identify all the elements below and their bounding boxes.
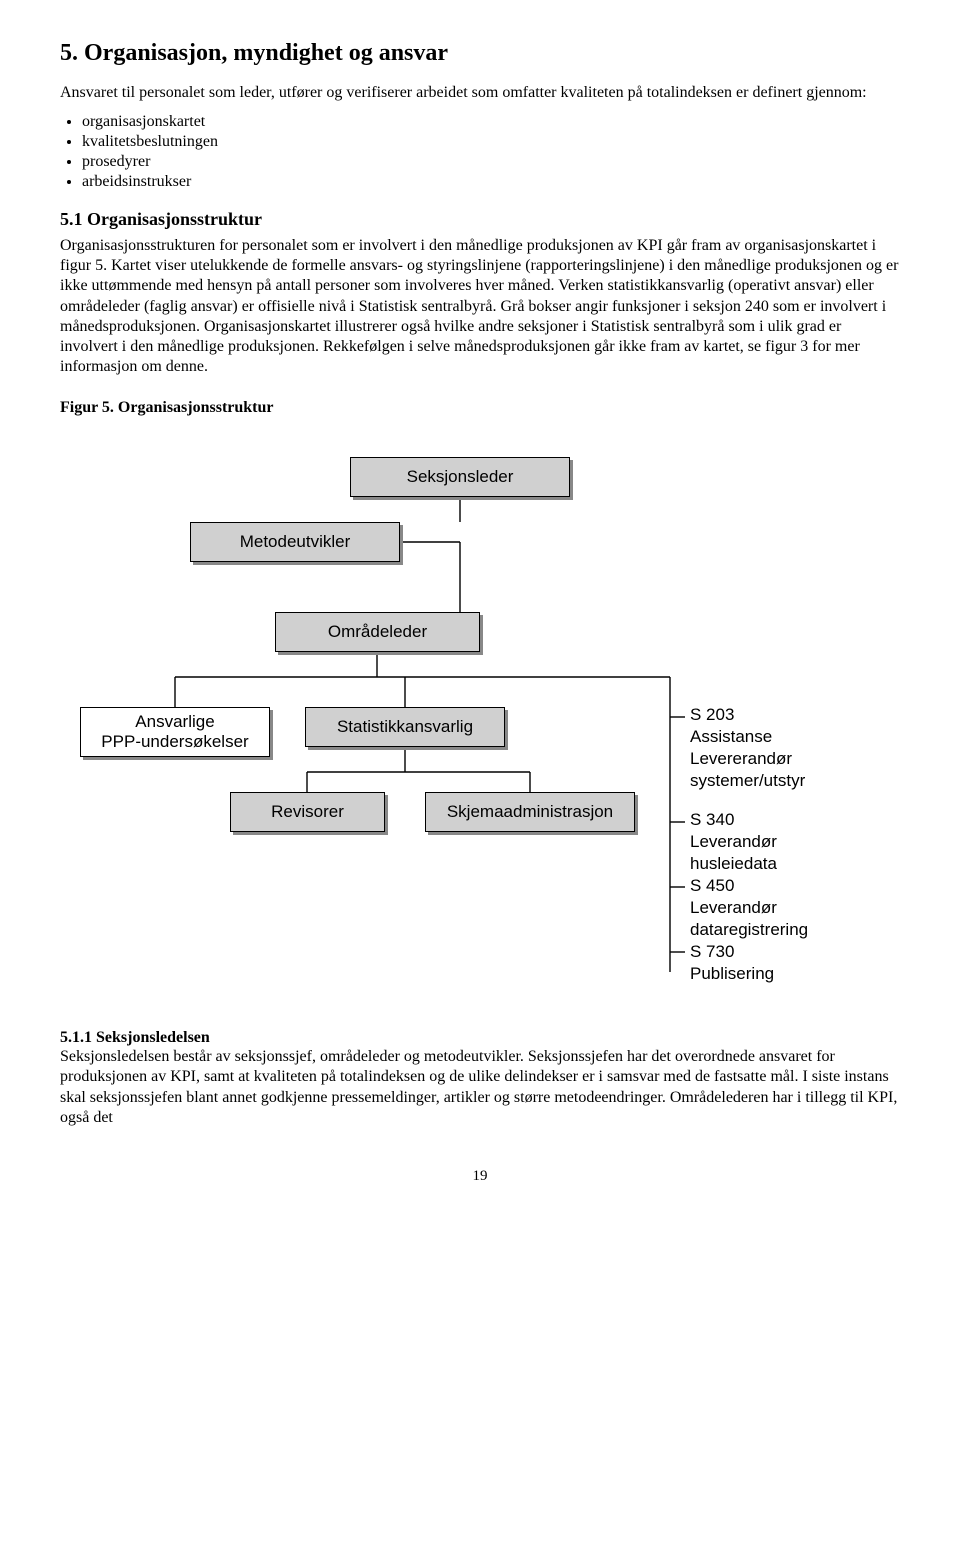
subsection-heading: 5.1 Organisasjonsstruktur <box>60 209 900 230</box>
figure-caption: Figur 5. Organisasjonsstruktur <box>60 399 900 417</box>
subsubsection-heading: 5.1.1 Seksjonsledelsen <box>60 1029 900 1047</box>
org-side-label: systemer/utstyr <box>690 771 805 791</box>
org-side-label: S 203 <box>690 705 734 725</box>
org-side-label: Leverandør <box>690 832 777 852</box>
org-box-omradeleder: Områdeleder <box>275 612 480 652</box>
org-side-label: Leverandør <box>690 898 777 918</box>
org-side-label: dataregistrering <box>690 920 808 940</box>
org-box-ppp: Ansvarlige PPP-undersøkelser <box>80 707 270 757</box>
org-box-seksjonsleder: Seksjonsleder <box>350 457 570 497</box>
list-item: arbeidsinstrukser <box>82 173 900 191</box>
list-item: organisasjonskartet <box>82 113 900 131</box>
org-box-metodeutvikler: Metodeutvikler <box>190 522 400 562</box>
org-side-label: Assistanse <box>690 727 772 747</box>
org-side-label: Levererandør <box>690 749 792 769</box>
list-item: prosedyrer <box>82 153 900 171</box>
org-box-skjema: Skjemaadministrasjon <box>425 792 635 832</box>
org-side-label: husleiedata <box>690 854 777 874</box>
org-side-label: S 340 <box>690 810 734 830</box>
org-box-revisorer: Revisorer <box>230 792 385 832</box>
body-text: Organisasjonsstrukturen for personalet s… <box>60 236 900 377</box>
list-item: kvalitetsbeslutningen <box>82 133 900 151</box>
bullet-list: organisasjonskartet kvalitetsbeslutninge… <box>82 113 900 191</box>
org-chart-diagram: Seksjonsleder Metodeutvikler Områdeleder An… <box>60 427 860 1007</box>
org-box-statistikkansvarlig: Statistikkansvarlig <box>305 707 505 747</box>
page-heading: 5. Organisasjon, myndighet og ansvar <box>60 40 900 67</box>
page-number: 19 <box>60 1168 900 1185</box>
intro-text: Ansvaret til personalet som leder, utfør… <box>60 83 900 103</box>
org-side-label: S 730 <box>690 942 734 962</box>
org-side-label: S 450 <box>690 876 734 896</box>
org-side-label: Publisering <box>690 964 774 984</box>
body-text: Seksjonsledelsen består av seksjonssjef,… <box>60 1047 900 1128</box>
